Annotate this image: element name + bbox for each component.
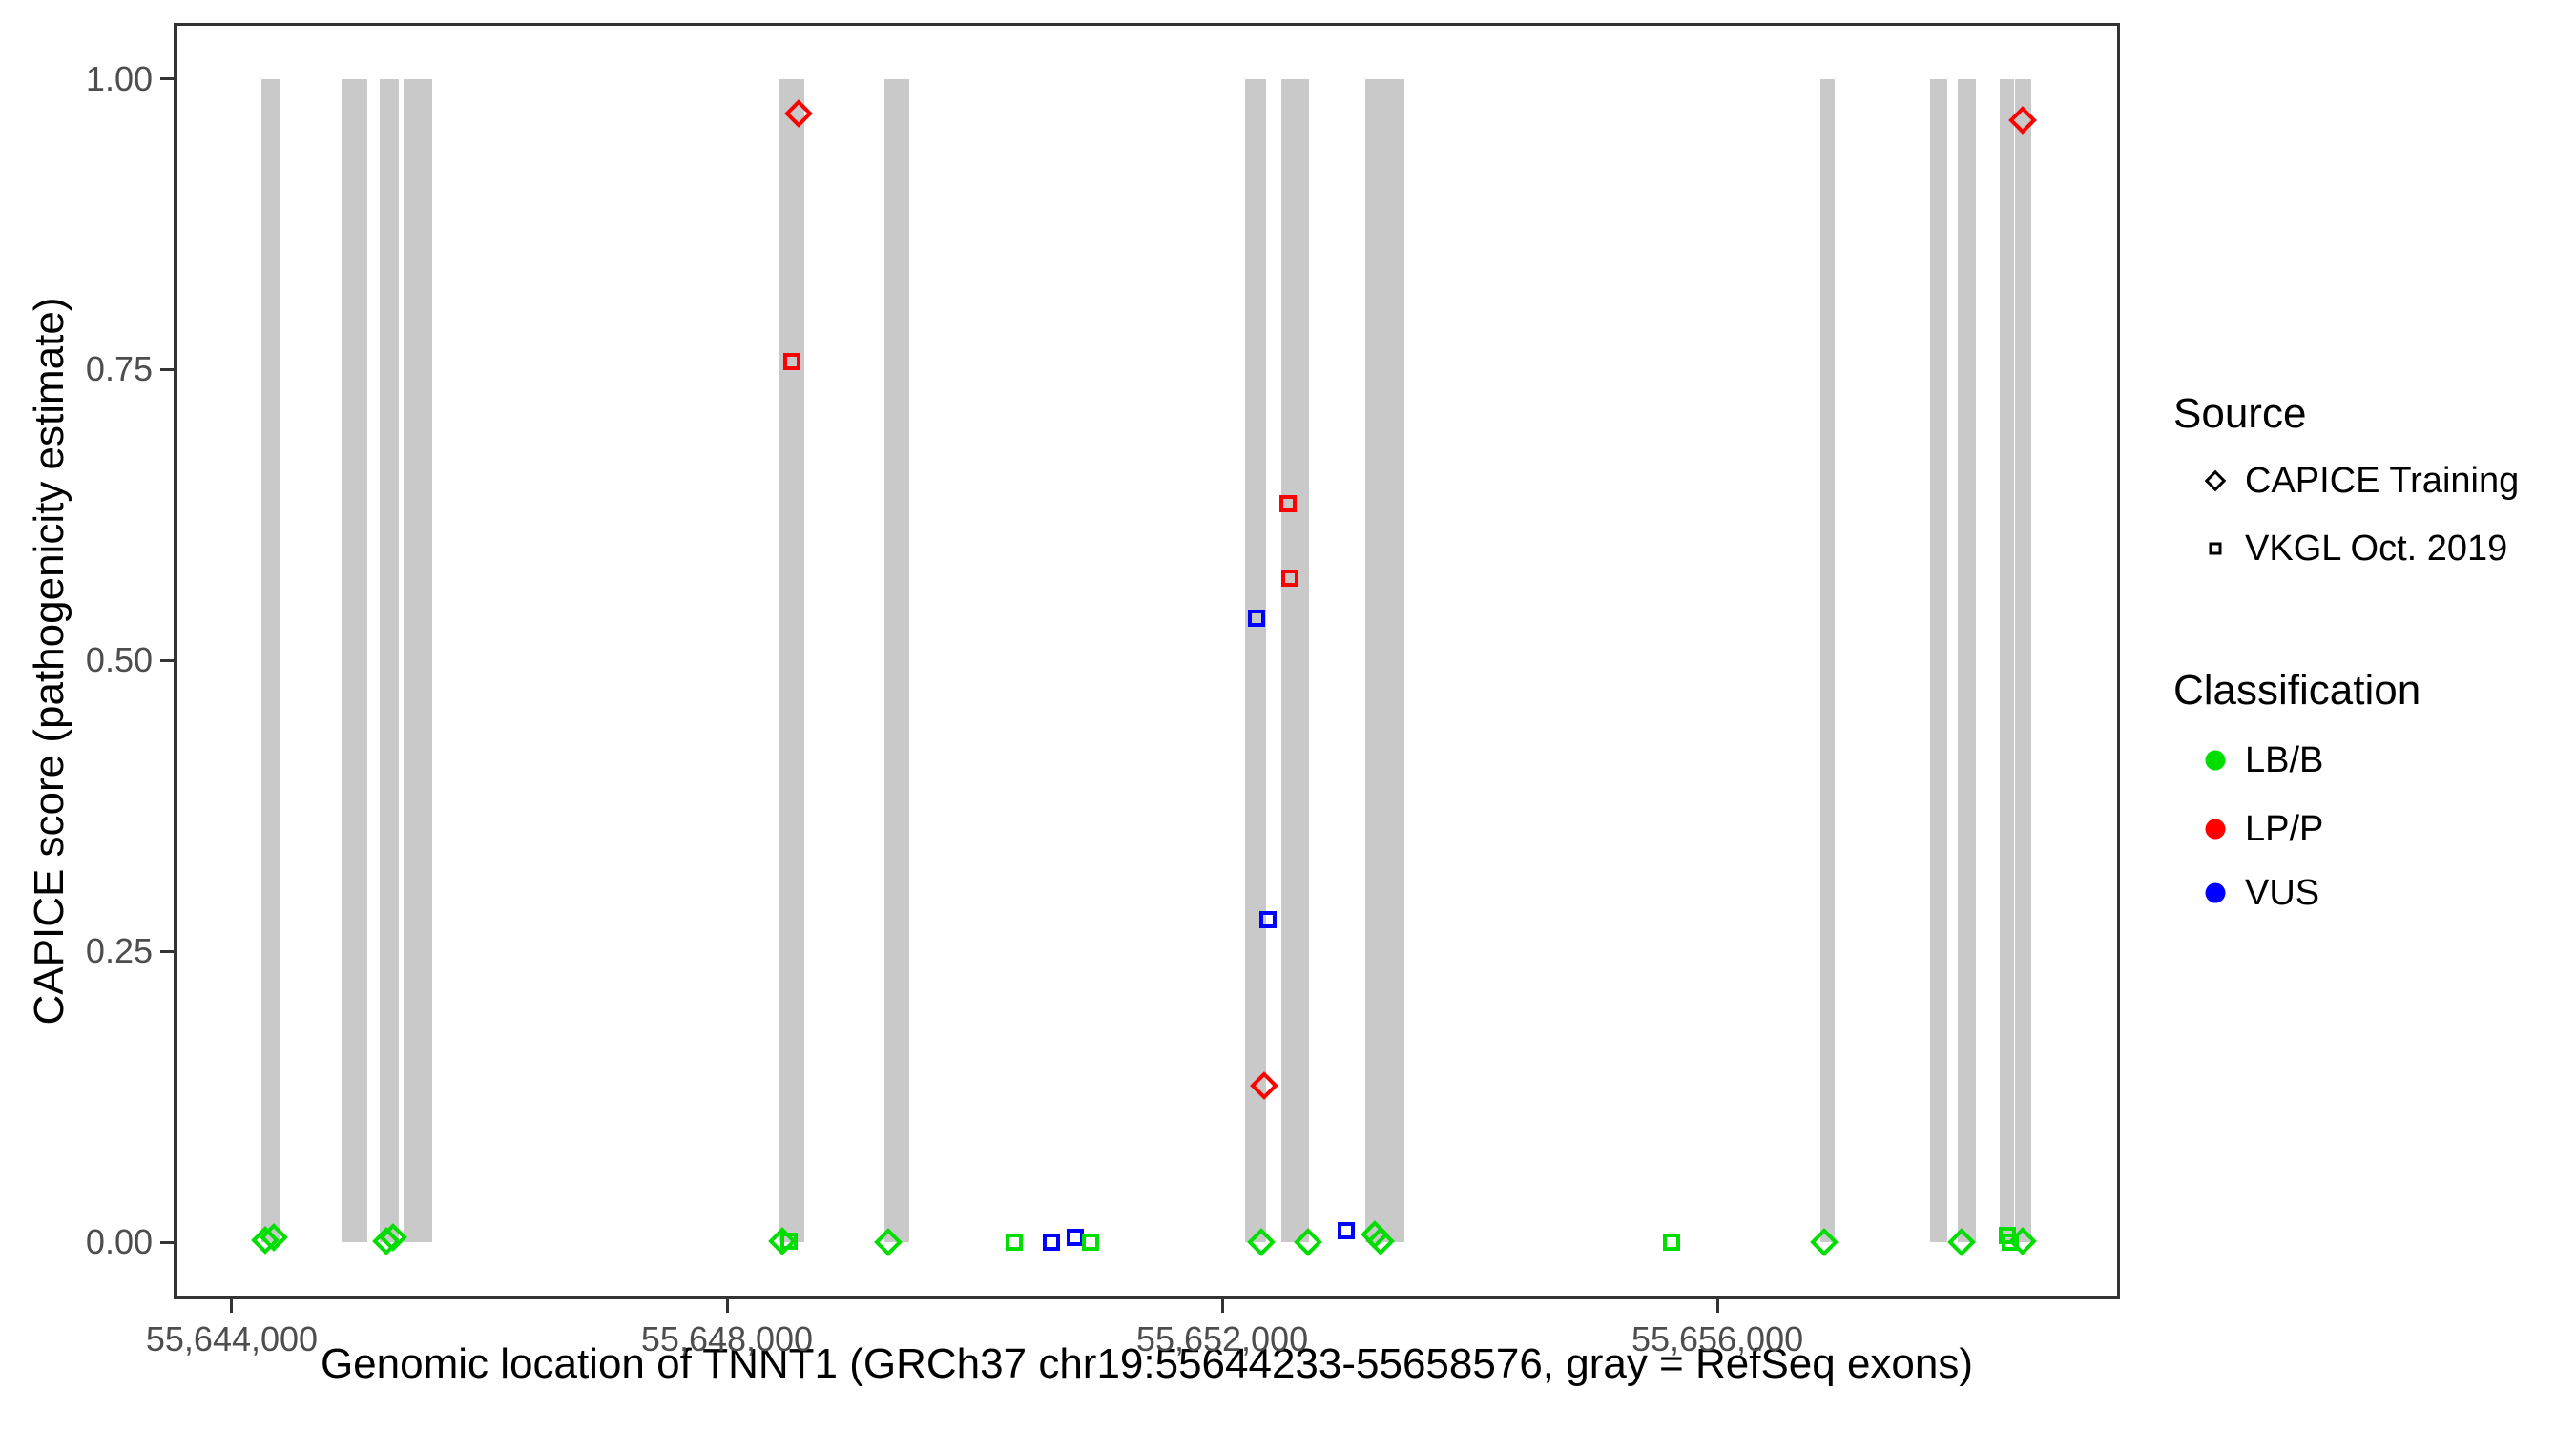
legend-square-icon [2209,542,2222,555]
x-tick-label: 55,652,000 [1135,1319,1309,1358]
refseq-exon-bar [1819,78,1836,1243]
data-point-square [1081,1234,1099,1252]
y-tick-label: 0.25 [85,931,153,971]
data-point-square [1279,494,1298,512]
legend-item-lbb: LB/B [2245,740,2324,780]
y-tick-label: 0.75 [85,349,153,389]
refseq-exon-bar [2014,78,2031,1243]
refseq-exon-bar [1364,78,1404,1243]
y-tick-label: 0.50 [85,640,153,680]
x-tick-label: 55,648,000 [640,1319,814,1358]
data-point-square [1280,569,1298,587]
refseq-exon-bar [341,78,368,1243]
legend-title-source: Source [2173,390,2307,437]
data-point-square [1248,610,1266,628]
data-point-square [1338,1222,1356,1240]
refseq-exon-bar [403,78,432,1243]
data-point-square [1663,1234,1681,1252]
y-tick [160,77,174,81]
data-point-square [1066,1229,1084,1247]
y-tick [160,949,174,953]
x-tick-label: 55,656,000 [1631,1319,1804,1358]
legend-diamond-icon [2204,469,2227,492]
data-point-square [1006,1234,1024,1252]
legend-red-dot-icon [2205,819,2226,840]
y-tick [160,1240,174,1244]
data-point-square [1259,911,1278,929]
legend-title-classification: Classification [2173,667,2421,714]
legend-item-capice-training: CAPICE Training [2245,461,2520,501]
refseq-exon-bar [1244,78,1266,1243]
refseq-exon-bar [1280,78,1309,1243]
data-point-square [779,1233,798,1250]
refseq-exon-bar [778,78,804,1243]
legend-item-vus: VUS [2245,873,2320,913]
refseq-exon-bar [2000,78,2014,1243]
y-tick [160,658,174,662]
refseq-exon-bar [883,78,909,1243]
refseq-exon-bar [380,78,399,1243]
x-axis-title: Genomic location of TNNT1 (GRCh37 chr19:… [320,1340,1974,1387]
legend-green-dot-icon [2205,750,2226,771]
x-tick-label: 55,644,000 [145,1319,319,1358]
refseq-exon-bar [1958,78,1976,1243]
y-tick-label: 0.00 [85,1222,153,1262]
data-point-square [2001,1234,2019,1252]
y-tick [160,367,174,371]
x-tick [1715,1299,1719,1313]
legend-item-vkgl: VKGL Oct. 2019 [2245,529,2508,569]
x-tick [1220,1299,1224,1313]
y-tick-label: 1.00 [85,58,153,98]
legend-blue-dot-icon [2205,882,2226,903]
refseq-exon-bar [260,78,280,1243]
data-point-square [1042,1234,1060,1252]
x-tick [725,1299,729,1313]
legend-item-lpp: LP/P [2245,809,2324,849]
data-point-square [782,352,800,370]
x-tick [230,1299,234,1313]
refseq-exon-bar [1929,78,1947,1243]
